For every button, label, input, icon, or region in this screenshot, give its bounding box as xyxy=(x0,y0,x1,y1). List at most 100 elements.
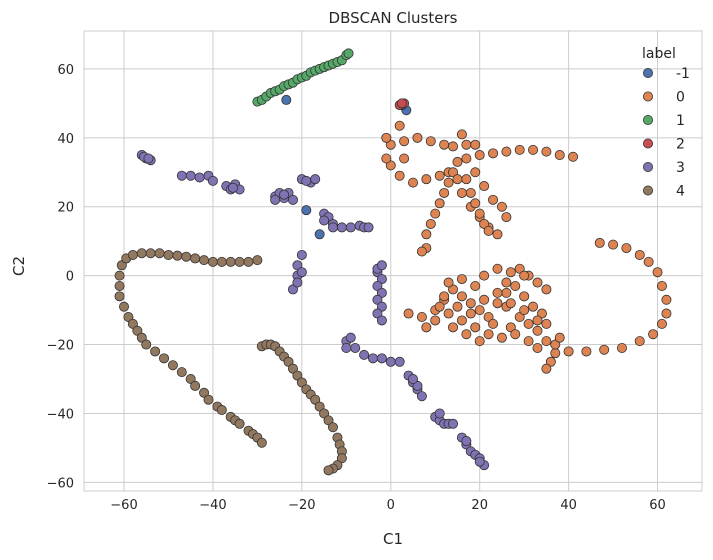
data-point xyxy=(416,311,427,322)
data-point xyxy=(634,336,645,347)
data-point xyxy=(505,298,516,309)
data-point xyxy=(514,311,525,322)
data-point xyxy=(661,308,672,319)
data-point xyxy=(394,120,405,131)
data-point xyxy=(448,418,459,429)
data-point xyxy=(199,387,210,398)
data-point xyxy=(528,144,539,155)
data-point xyxy=(350,343,361,354)
data-point xyxy=(465,308,476,319)
data-point xyxy=(448,322,459,333)
grid xyxy=(84,31,702,491)
data-point xyxy=(439,291,450,302)
data-point xyxy=(203,394,214,405)
y-tick-label: 40 xyxy=(57,132,74,147)
data-point xyxy=(541,336,552,347)
data-point xyxy=(150,346,161,357)
legend-marker xyxy=(643,161,654,172)
data-point xyxy=(292,370,303,381)
data-point xyxy=(568,151,579,162)
series-3 xyxy=(394,98,410,111)
data-point xyxy=(376,260,387,271)
data-point xyxy=(116,260,127,271)
data-point xyxy=(319,215,330,226)
data-point xyxy=(421,322,432,333)
data-point xyxy=(287,363,298,374)
data-point xyxy=(523,336,534,347)
data-point xyxy=(532,277,543,288)
data-point xyxy=(519,305,530,316)
data-point xyxy=(185,374,196,385)
data-point xyxy=(159,353,170,364)
data-point xyxy=(363,222,374,233)
data-point xyxy=(207,175,218,186)
data-point xyxy=(465,298,476,309)
data-point xyxy=(563,346,574,357)
data-point xyxy=(528,301,539,312)
y-tick-label: −60 xyxy=(47,476,74,491)
data-point xyxy=(327,222,338,233)
data-point xyxy=(519,291,530,302)
data-point xyxy=(399,136,410,147)
data-point xyxy=(532,315,543,326)
data-point xyxy=(496,332,507,343)
legend-label: 1 xyxy=(676,113,685,129)
data-point xyxy=(510,280,521,291)
data-point xyxy=(167,360,178,371)
data-point xyxy=(143,153,154,164)
data-point xyxy=(434,408,445,419)
data-point xyxy=(434,170,445,181)
data-point xyxy=(443,277,454,288)
data-point xyxy=(541,284,552,295)
data-point xyxy=(652,267,663,278)
data-point xyxy=(470,280,481,291)
y-tick-labels: −60 −40 −20 0 20 40 60 xyxy=(47,63,74,491)
x-tick-labels: −60 −40 −20 0 20 40 60 xyxy=(110,498,666,513)
data-point xyxy=(310,174,321,185)
data-point xyxy=(474,305,485,316)
data-point xyxy=(296,249,307,260)
data-point xyxy=(594,237,605,248)
data-point xyxy=(488,318,499,329)
data-point xyxy=(199,255,210,266)
data-point xyxy=(314,401,325,412)
data-point xyxy=(372,280,383,291)
data-point xyxy=(470,167,481,178)
legend: label -1 0 1 2 3 4 xyxy=(642,46,690,200)
data-point xyxy=(412,132,423,143)
data-point xyxy=(430,208,441,219)
data-point xyxy=(176,170,187,181)
y-tick-label: 0 xyxy=(66,270,74,285)
data-point xyxy=(474,456,485,467)
data-point xyxy=(385,356,396,367)
data-point xyxy=(287,284,298,295)
data-point xyxy=(323,415,334,426)
data-point xyxy=(656,280,667,291)
data-point xyxy=(425,136,436,147)
legend-label: -1 xyxy=(676,66,690,82)
legend-label: 4 xyxy=(676,184,685,200)
data-point xyxy=(510,329,521,340)
data-point xyxy=(359,349,370,360)
data-point xyxy=(536,308,547,319)
data-point xyxy=(403,308,414,319)
data-point xyxy=(256,437,267,448)
data-point xyxy=(292,260,303,271)
data-point xyxy=(296,377,307,388)
legend-marker xyxy=(643,91,654,102)
data-point xyxy=(483,329,494,340)
data-point xyxy=(216,405,227,416)
data-point xyxy=(452,174,463,185)
data-point xyxy=(470,198,481,209)
data-point xyxy=(519,270,530,281)
data-point xyxy=(216,256,227,267)
data-point xyxy=(488,148,499,159)
data-point xyxy=(114,291,125,302)
data-point xyxy=(301,205,312,216)
data-point xyxy=(381,153,392,164)
data-point xyxy=(505,322,516,333)
data-point xyxy=(114,280,125,291)
data-point xyxy=(501,277,512,288)
series-2 xyxy=(252,48,354,107)
x-tick-label: 20 xyxy=(471,498,488,513)
